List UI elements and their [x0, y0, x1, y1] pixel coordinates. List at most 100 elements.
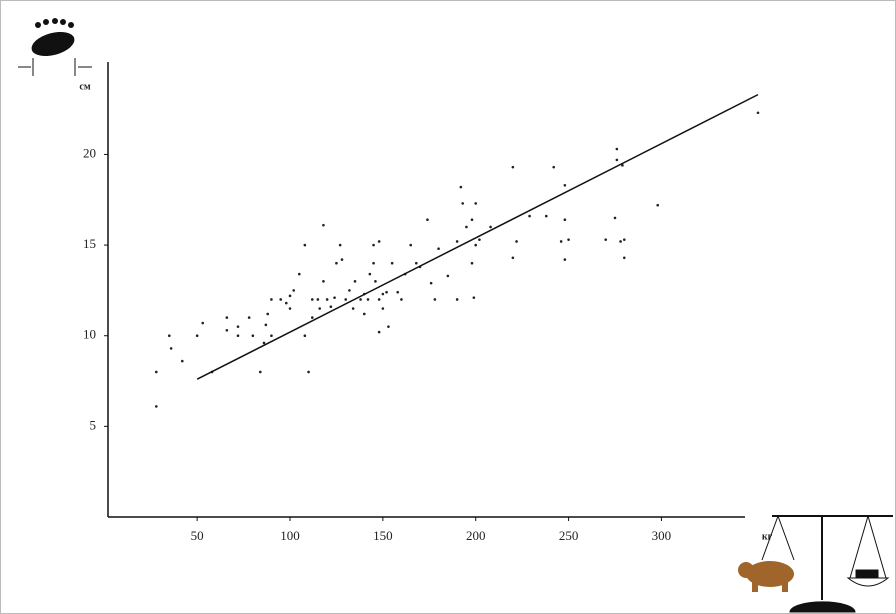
- point: [552, 165, 556, 169]
- point: [613, 216, 617, 220]
- point: [604, 238, 608, 241]
- point: [236, 325, 240, 328]
- y-tick-label: 10: [83, 327, 96, 342]
- point: [429, 281, 433, 285]
- point: [528, 214, 531, 218]
- point: [247, 316, 251, 319]
- point: [515, 240, 518, 243]
- point: [154, 405, 158, 408]
- point: [544, 214, 548, 218]
- point: [472, 296, 476, 299]
- point: [622, 238, 626, 241]
- x-tick-label: 200: [466, 528, 486, 543]
- point: [284, 301, 288, 305]
- x-tick-label: 250: [559, 528, 579, 543]
- point: [474, 202, 478, 205]
- point: [615, 147, 619, 151]
- point: [225, 328, 229, 332]
- point: [362, 312, 366, 316]
- point: [455, 240, 459, 243]
- point: [335, 261, 338, 265]
- point: [396, 290, 400, 294]
- point: [316, 298, 320, 301]
- point: [340, 258, 344, 261]
- point: [266, 312, 270, 316]
- x-tick-label: 100: [280, 528, 300, 543]
- point: [656, 203, 660, 207]
- point: [414, 261, 418, 265]
- point: [381, 292, 385, 296]
- point: [348, 289, 351, 292]
- point: [310, 298, 314, 301]
- point: [377, 298, 381, 301]
- point: [567, 238, 570, 241]
- point: [359, 298, 362, 301]
- point: [279, 298, 283, 301]
- point: [318, 307, 322, 310]
- point: [288, 294, 292, 298]
- point: [366, 298, 370, 301]
- point: [322, 223, 325, 227]
- paw-icon: [18, 18, 92, 76]
- x-tick-label: 150: [373, 528, 393, 543]
- x-tick-label: 50: [191, 528, 204, 543]
- point: [465, 225, 468, 229]
- point: [258, 370, 262, 374]
- point: [381, 307, 385, 310]
- point: [329, 305, 333, 309]
- point: [511, 256, 515, 260]
- point: [377, 330, 381, 334]
- point: [322, 280, 325, 283]
- point: [478, 238, 481, 241]
- x-axis-label: кг: [762, 531, 773, 542]
- point: [344, 298, 348, 301]
- point: [236, 334, 240, 338]
- point: [622, 256, 626, 260]
- point: [615, 158, 619, 162]
- point: [385, 290, 388, 294]
- point: [474, 243, 478, 247]
- point: [368, 272, 372, 276]
- point: [619, 240, 622, 243]
- point: [307, 370, 310, 374]
- point: [372, 261, 375, 265]
- scale-icon: [761, 515, 893, 613]
- point: [377, 240, 381, 243]
- point: [353, 280, 357, 283]
- y-tick-label: 20: [83, 145, 96, 160]
- y-axis-label: см: [79, 81, 90, 92]
- point: [201, 321, 205, 325]
- point: [333, 296, 336, 299]
- point: [437, 247, 440, 251]
- point: [563, 258, 567, 261]
- point: [310, 316, 314, 319]
- point: [470, 261, 474, 265]
- point: [338, 243, 342, 247]
- point: [390, 261, 394, 265]
- point: [563, 183, 567, 187]
- point: [374, 280, 377, 283]
- point: [489, 225, 492, 229]
- fit-line: [196, 93, 759, 380]
- point: [169, 347, 173, 350]
- point: [225, 316, 229, 319]
- point: [756, 111, 760, 115]
- point: [167, 334, 171, 338]
- point: [459, 185, 463, 189]
- point: [511, 165, 515, 169]
- point: [400, 298, 403, 301]
- x-tick-label: 300: [652, 528, 672, 543]
- point: [433, 298, 437, 301]
- point: [455, 298, 459, 301]
- point: [303, 243, 307, 247]
- point: [426, 218, 429, 222]
- point: [372, 243, 375, 247]
- point: [297, 272, 301, 276]
- point: [288, 307, 292, 310]
- point: [262, 341, 266, 345]
- point: [325, 298, 329, 301]
- y-tick-label: 15: [83, 236, 96, 251]
- point: [195, 334, 199, 338]
